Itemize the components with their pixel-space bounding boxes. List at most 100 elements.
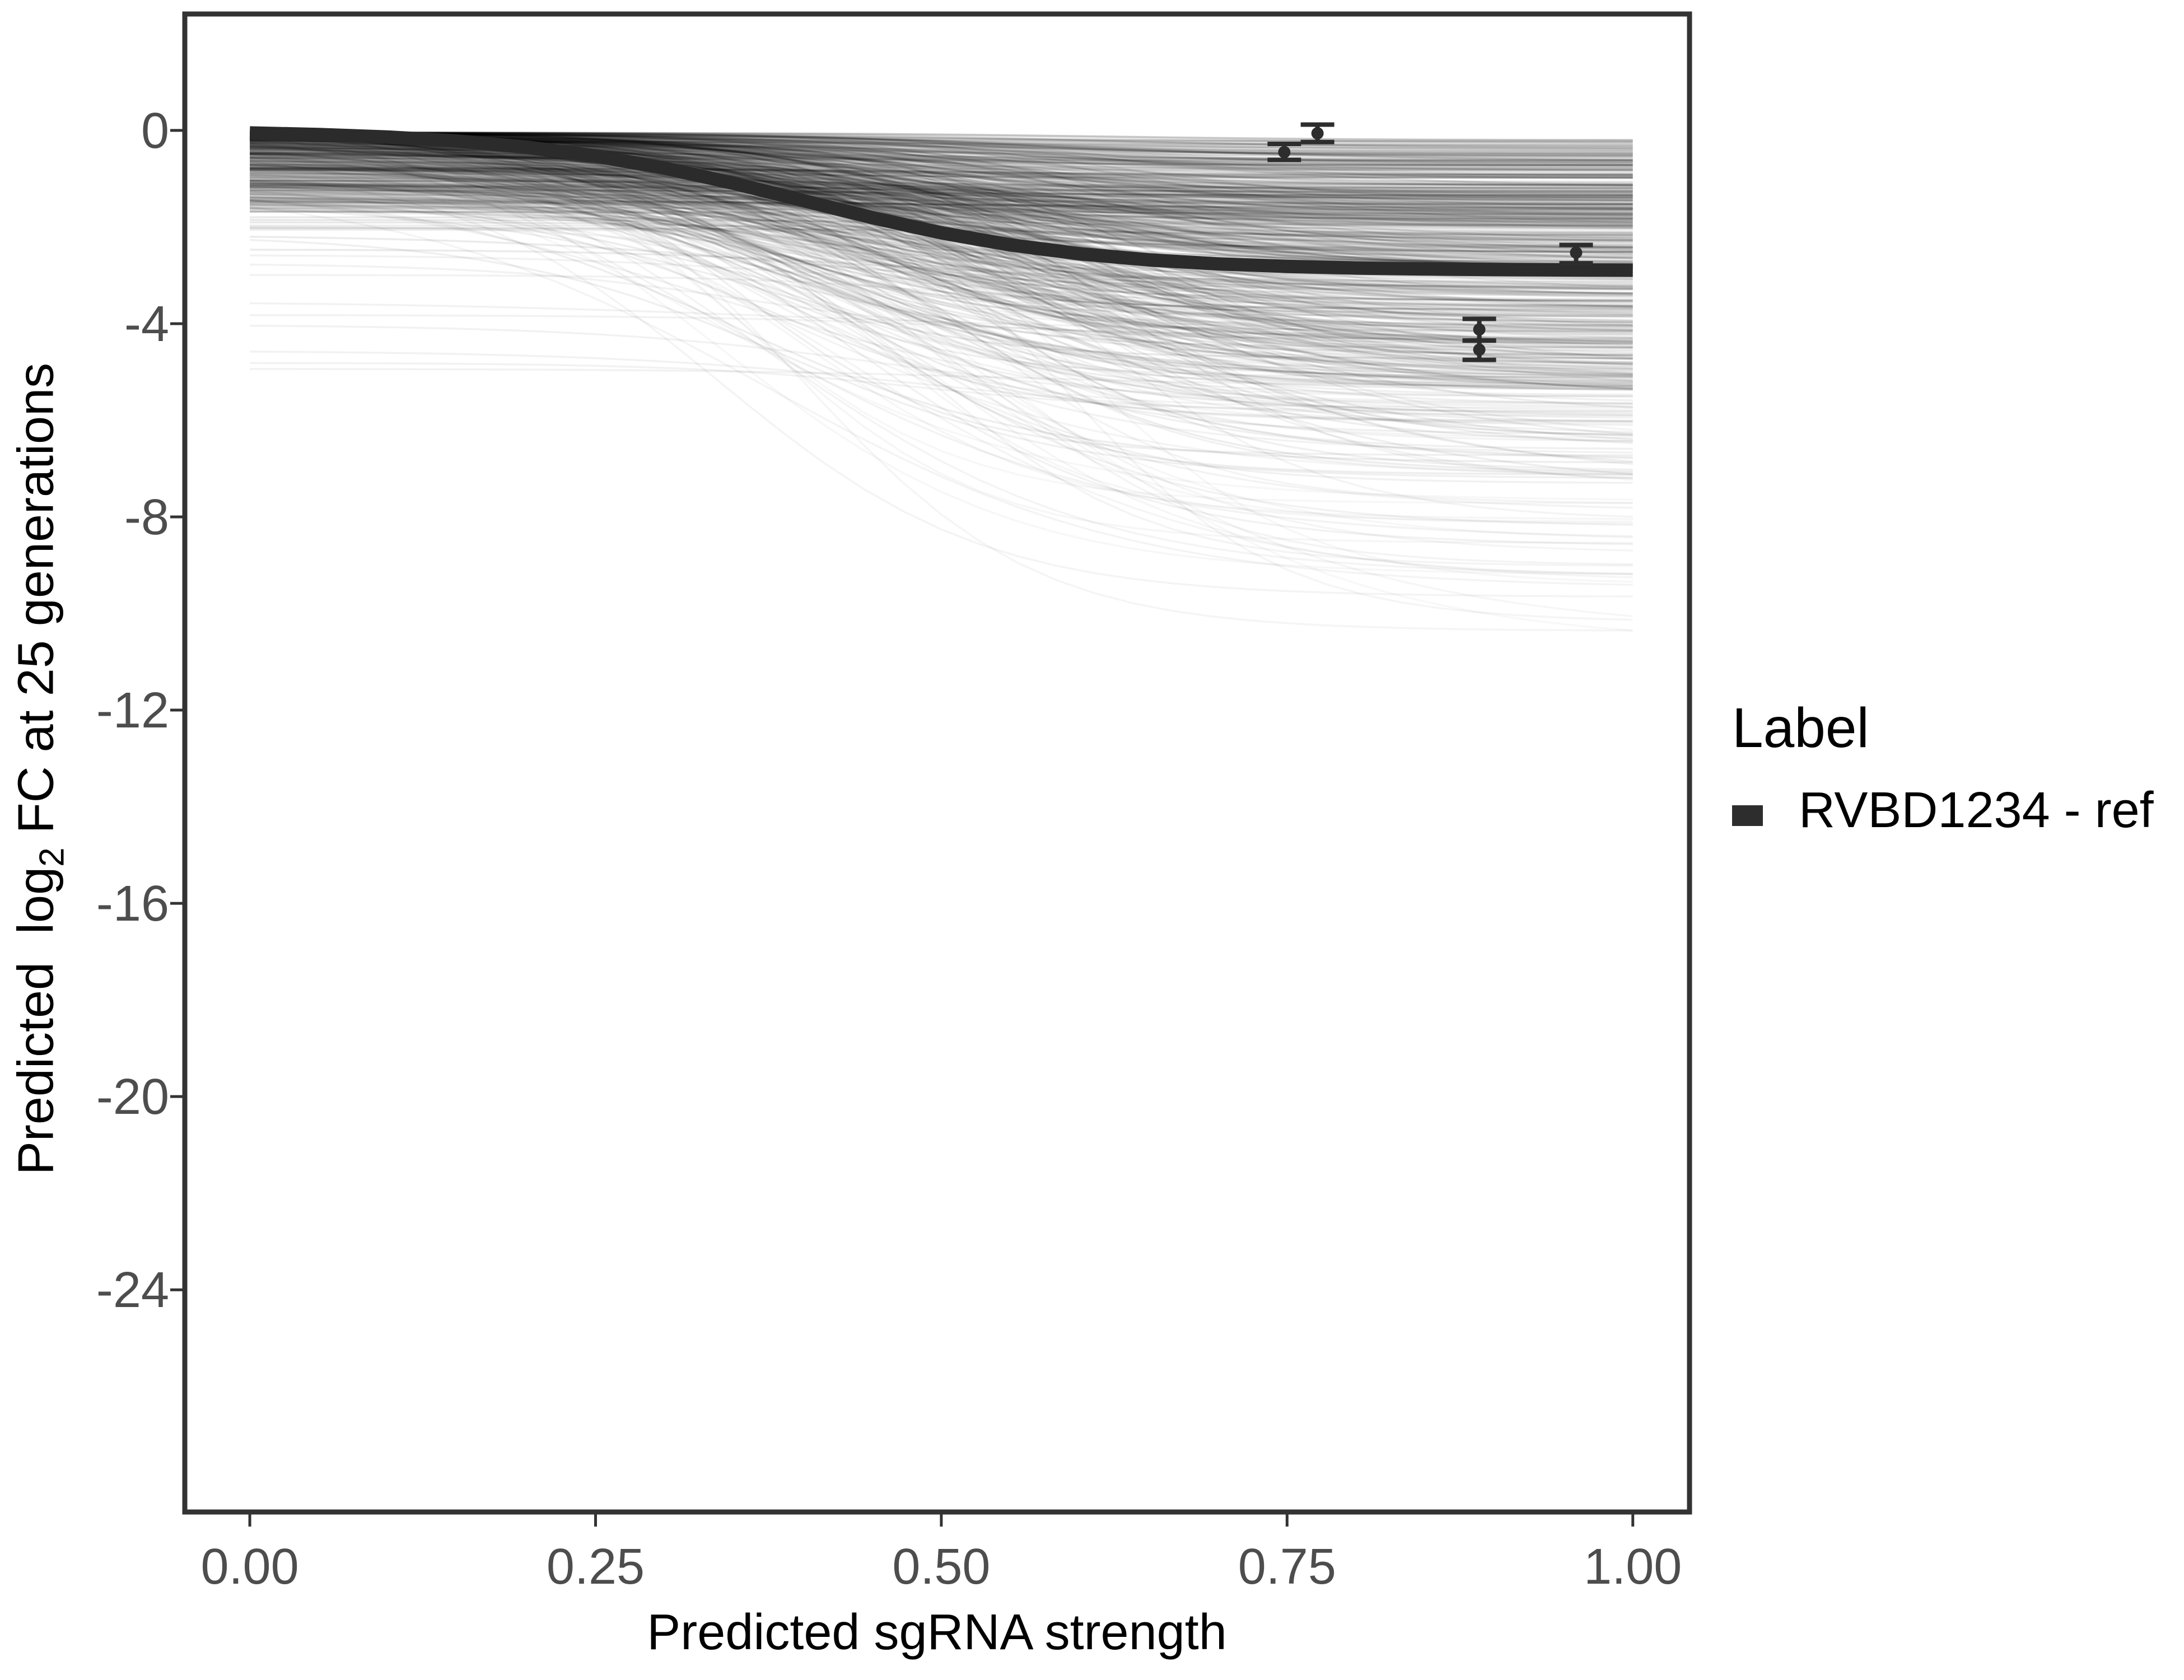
ensemble-curve — [250, 263, 1633, 336]
x-tick-label: 1.00 — [1584, 1539, 1682, 1595]
ensemble-curve — [249, 151, 1633, 356]
ensemble-curve — [250, 135, 1633, 310]
ensemble-curve — [250, 153, 1633, 192]
ensemble-curve — [250, 132, 1633, 187]
ensemble-curve — [250, 163, 1633, 226]
ensemble-curve — [250, 159, 1633, 206]
ensemble-curve — [250, 148, 1633, 169]
ensemble-curve — [250, 167, 1633, 177]
ensemble-curve — [250, 204, 1633, 214]
ensemble-curve — [250, 143, 1633, 385]
ensemble-curve — [250, 132, 1633, 141]
ensemble-curve — [250, 131, 1633, 632]
ensemble-curve — [250, 148, 1633, 270]
ensemble-curve — [250, 193, 1633, 222]
ensemble-curve — [250, 166, 1633, 298]
ensemble-curve — [250, 159, 1633, 318]
ensemble-curve — [250, 157, 1633, 166]
ensemble-curve — [250, 133, 1633, 179]
ensemble-curve — [250, 168, 1633, 216]
ensemble-curve — [250, 184, 1633, 207]
ensemble-curve — [250, 169, 1633, 355]
ensemble-curve — [250, 160, 1633, 220]
ensemble-curve — [250, 176, 1633, 209]
ensemble-curve — [250, 173, 1633, 186]
ensemble-curve — [250, 190, 1633, 567]
ensemble-curve — [250, 176, 1633, 186]
ensemble-curve — [250, 132, 1633, 249]
y-axis-title: Predicted log2 FC at 25 generations — [8, 362, 72, 1175]
ensemble-curve — [250, 133, 1633, 157]
ensemble-curve — [250, 168, 1633, 361]
ensemble-curve — [250, 156, 1633, 305]
ensemble-curve — [250, 194, 1633, 211]
panel-border — [182, 11, 1692, 1515]
ensemble-curve — [250, 146, 1633, 224]
ensemble-curve — [250, 203, 1633, 344]
ensemble-curve — [250, 151, 1633, 358]
ensemble-curve — [250, 131, 1633, 316]
ensemble-curve — [250, 182, 1633, 192]
ensemble-curve — [250, 179, 1633, 288]
ensemble-curve — [250, 179, 1633, 189]
ensemble-curve — [250, 190, 1633, 239]
ensemble-curve — [250, 198, 1633, 377]
ensemble-curve — [250, 161, 1633, 170]
ensemble-curve — [250, 193, 1633, 249]
ensemble-curve — [250, 180, 1633, 190]
ensemble-curve — [250, 144, 1633, 318]
ensemble-curve — [250, 203, 1633, 405]
y-axis-title-subscript: 2 — [32, 847, 72, 867]
ensemble-curve — [250, 147, 1633, 250]
ensemble-curve — [249, 199, 1633, 464]
data-point — [1311, 127, 1324, 140]
ensemble-curve — [250, 131, 1633, 196]
ensemble-curve — [250, 324, 1633, 405]
ensemble-curve — [250, 239, 1633, 479]
ensemble-curve — [250, 150, 1633, 373]
ensemble-curve — [249, 135, 1633, 323]
ensemble-curve — [250, 157, 1633, 390]
ensemble-curve — [250, 176, 1633, 227]
ensemble-curve — [250, 169, 1633, 178]
ensemble-curve — [250, 155, 1633, 190]
ensemble-curve — [250, 154, 1633, 216]
ensemble-curve — [249, 135, 1633, 509]
ensemble-curve — [250, 165, 1633, 324]
legend-key-line-swatch — [1732, 805, 1763, 826]
y-axis-title-suffix: FC at 25 generations — [8, 362, 64, 848]
y-tick-label: -24 — [96, 1262, 169, 1318]
ensemble-curve — [250, 163, 1633, 368]
ensemble-curve — [250, 132, 1633, 187]
ensemble-curve — [250, 172, 1633, 218]
ensemble-curve — [250, 132, 1633, 157]
ensemble-curve — [250, 147, 1633, 202]
ensemble-curve — [250, 131, 1633, 177]
ensemble-curve — [250, 201, 1633, 222]
ensemble-curve — [249, 144, 1633, 339]
ensemble-curve — [250, 156, 1633, 197]
ensemble-curve — [250, 152, 1633, 372]
ensemble-curve — [250, 131, 1633, 158]
ensemble-curve — [250, 131, 1633, 220]
ensemble-curve — [250, 170, 1633, 193]
ensemble-curve — [250, 163, 1633, 225]
ensemble-curve — [250, 211, 1633, 220]
ensemble-curve — [250, 141, 1633, 352]
ensemble-curve — [250, 194, 1633, 460]
ensemble-curve — [250, 183, 1633, 262]
legend-title: Label — [1732, 697, 1869, 759]
ensemble-curve — [250, 132, 1633, 249]
ensemble-curve — [250, 133, 1633, 147]
ensemble-curve — [250, 131, 1633, 253]
ensemble-curve — [249, 190, 1633, 367]
ensemble-curve — [250, 147, 1633, 262]
ensemble-curve — [250, 197, 1633, 302]
ensemble-curve — [250, 148, 1633, 241]
ensemble-curve — [250, 132, 1633, 349]
ensemble-curve — [250, 191, 1633, 294]
ensemble-curve — [250, 362, 1633, 412]
ensemble-curve — [250, 165, 1633, 268]
ensemble-curve — [249, 199, 1633, 415]
ensemble-curve — [250, 161, 1633, 379]
